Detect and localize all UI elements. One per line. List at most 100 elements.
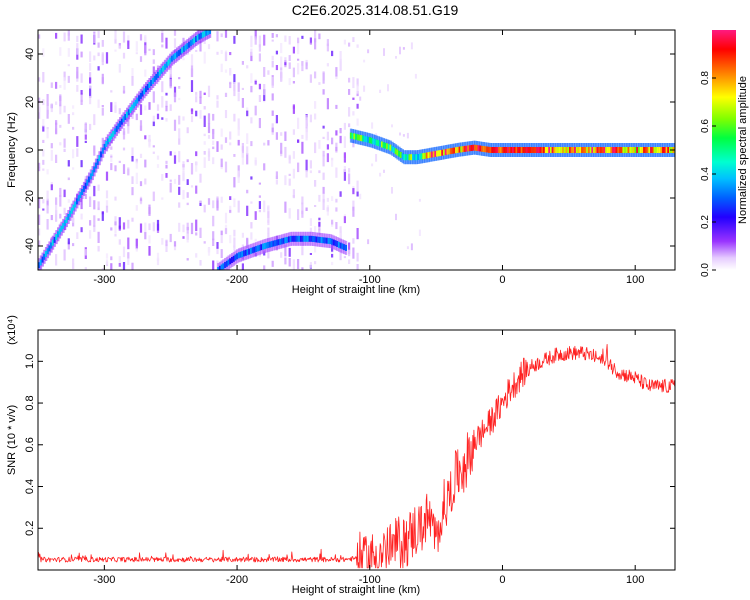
heatmap-cell — [282, 237, 285, 244]
heatmap-cell — [186, 222, 189, 234]
heatmap-cell — [101, 137, 104, 144]
heatmap-cell — [594, 147, 597, 153]
heatmap-cell — [386, 143, 389, 150]
heatmap-cell — [293, 235, 296, 242]
heatmap-cell — [93, 31, 96, 34]
heatmap-cell — [212, 200, 215, 209]
heatmap-cell — [46, 169, 49, 175]
heatmap-cell — [216, 242, 219, 249]
heatmap-cell — [339, 191, 342, 197]
heatmap-cell — [301, 134, 304, 139]
heatmap-cell — [135, 205, 138, 211]
heatmap-cell — [465, 145, 468, 152]
heatmap-cell — [274, 240, 277, 247]
heatmap-cell — [101, 147, 104, 154]
heatmap-cell — [634, 147, 637, 153]
heatmap-cell — [292, 259, 295, 270]
heatmap-cell — [144, 69, 147, 77]
heatmap-cell — [158, 69, 161, 76]
heatmap-cell — [50, 149, 53, 161]
heatmap-cell — [246, 107, 249, 112]
heatmap-cell — [46, 198, 49, 206]
heatmap-cell — [139, 181, 143, 187]
heatmap-cell — [203, 115, 206, 127]
heatmap-cell — [189, 40, 192, 47]
heatmap-cell — [233, 74, 236, 84]
heatmap-cell — [650, 147, 653, 153]
heatmap-cell — [59, 104, 62, 115]
heatmap-cell — [301, 210, 304, 218]
heatmap-cell — [336, 241, 339, 247]
heatmap-cell — [603, 147, 606, 153]
heatmap-cell — [297, 139, 300, 143]
heatmap-cell — [250, 48, 253, 56]
heatmap-cell — [318, 170, 321, 174]
heatmap-cell — [224, 262, 227, 268]
heatmap-cell — [135, 41, 138, 52]
heatmap-cell — [254, 36, 257, 45]
heatmap-cell — [188, 41, 191, 48]
heatmap-cell — [63, 71, 66, 80]
heatmap-cell — [305, 235, 308, 242]
heatmap-cell — [322, 237, 325, 244]
heatmap-cell — [165, 61, 168, 68]
heatmap-cell — [529, 147, 532, 153]
heatmap-cell — [318, 230, 321, 233]
heatmap-cell — [152, 151, 155, 154]
heatmap-cell — [212, 113, 215, 121]
heatmap-cell — [250, 232, 253, 240]
heatmap-cell — [80, 34, 83, 44]
heatmap-cell — [63, 207, 66, 215]
heatmap-cell — [292, 104, 295, 114]
heatmap-cell — [524, 147, 527, 153]
heatmap-cell — [127, 35, 130, 46]
heatmap-cell — [55, 81, 58, 89]
heatmap-cell — [606, 147, 610, 153]
heatmap-cell — [195, 94, 198, 97]
heatmap-cell — [224, 110, 228, 119]
heatmap-cell — [314, 205, 317, 207]
heatmap-cell — [655, 147, 658, 153]
heatmap-cell — [265, 242, 268, 249]
heatmap-cell — [101, 40, 104, 47]
heatmap-cell — [233, 198, 236, 208]
heatmap-cell — [301, 196, 304, 205]
heatmap-cell — [444, 149, 447, 155]
x-tick-label: 0 — [499, 574, 505, 586]
heatmap-cell — [182, 116, 185, 121]
heatmap-cell — [135, 238, 138, 250]
heatmap-cell — [398, 150, 401, 157]
heatmap-cell — [203, 51, 206, 64]
colorbar: 0.0 0.2 0.4 0.6 0.8 Normalized spectral ampl… — [700, 30, 749, 277]
heatmap-cell — [55, 32, 58, 39]
heatmap-cell — [565, 147, 568, 153]
heatmap-cell — [271, 127, 274, 133]
heatmap-cell — [118, 64, 121, 73]
heatmap-cell — [148, 102, 151, 110]
heatmap-cell — [144, 232, 147, 240]
heatmap-cell — [60, 225, 63, 232]
heatmap-cell — [101, 73, 104, 85]
heatmap-cell — [144, 135, 147, 140]
heatmap-cell — [186, 43, 189, 50]
heatmap-cell — [288, 247, 291, 257]
heatmap-cell — [148, 207, 151, 216]
heatmap-cell — [301, 267, 304, 270]
heatmap-cell — [391, 124, 393, 128]
heatmap-cell — [93, 225, 96, 232]
heatmap-cell — [291, 235, 294, 242]
heatmap-cell — [309, 160, 312, 169]
heatmap-cell — [203, 106, 206, 110]
heatmap-cell — [639, 147, 642, 153]
heatmap-cell — [267, 205, 270, 212]
heatmap-cell — [544, 147, 547, 153]
heatmap-cell — [391, 187, 393, 194]
heatmap-cell — [663, 147, 667, 153]
heatmap-cell — [173, 92, 177, 103]
heatmap-cell — [156, 155, 160, 160]
heatmap-cell — [484, 146, 487, 153]
heatmap-cell — [468, 145, 472, 152]
heatmap-cell — [199, 173, 202, 183]
heatmap-cell — [131, 187, 134, 196]
y-tick-label: 0.2 — [24, 521, 36, 536]
